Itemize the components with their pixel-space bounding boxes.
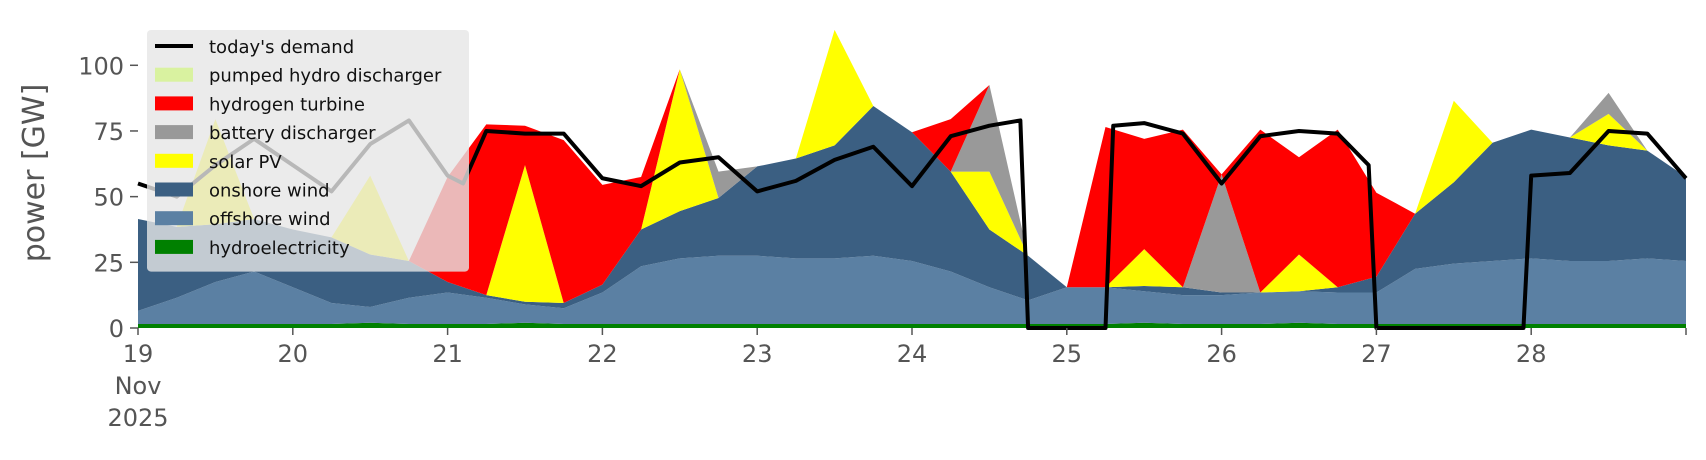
x-tick-label: 21 — [432, 340, 463, 368]
legend-swatch — [155, 239, 193, 254]
y-tick-label: 0 — [109, 315, 124, 343]
legend-label: hydroelectricity — [209, 238, 350, 259]
x-tick-label: 27 — [1361, 340, 1392, 368]
legend-label: solar PV — [209, 152, 282, 173]
legend-box — [147, 30, 469, 272]
x-tick-sublabel: 2025 — [107, 404, 168, 432]
stacked-areas — [138, 29, 1686, 328]
legend-label: pumped hydro discharger — [209, 66, 442, 87]
area-solar-pv — [138, 29, 1686, 304]
area-offshore-wind — [138, 255, 1686, 325]
legend-swatch — [155, 125, 193, 140]
legend-label: onshore wind — [209, 181, 330, 202]
x-tick-sublabel: Nov — [115, 372, 162, 400]
legend-label: hydrogen turbine — [209, 94, 365, 115]
y-tick-label: 75 — [93, 118, 124, 146]
area-hydrogen-turbine — [138, 29, 1686, 304]
legend-label: today's demand — [209, 37, 354, 58]
x-tick-label: 26 — [1206, 340, 1237, 368]
legend-label: offshore wind — [209, 209, 331, 230]
x-tick-label: 22 — [587, 340, 618, 368]
legend: today's demand pumped hydro discharger hyd… — [147, 30, 469, 272]
axes: 0 25 50 75 100 19 20 21 22 23 24 25 26 27 28 Nov 2025 — [78, 52, 1687, 432]
legend-swatch — [155, 211, 193, 226]
x-tick-label: 19 — [123, 340, 154, 368]
y-tick-label: 25 — [93, 249, 124, 277]
x-tick-label: 24 — [897, 340, 928, 368]
area-onshore-wind — [138, 106, 1686, 311]
y-axis-label: power [GW] — [17, 84, 52, 263]
y-tick-label: 100 — [78, 52, 124, 80]
legend-swatch — [155, 182, 193, 197]
legend-label: battery discharger — [209, 123, 376, 144]
legend-swatch — [155, 153, 193, 168]
legend-swatch — [155, 96, 193, 111]
x-tick-label: 25 — [1052, 340, 1083, 368]
y-tick-label: 50 — [93, 184, 124, 212]
area-hydroelectricity — [138, 322, 1686, 328]
x-tick-label: 28 — [1516, 340, 1547, 368]
x-tick-label: 23 — [742, 340, 773, 368]
legend-swatch — [155, 67, 193, 82]
x-tick-label: 20 — [278, 340, 309, 368]
